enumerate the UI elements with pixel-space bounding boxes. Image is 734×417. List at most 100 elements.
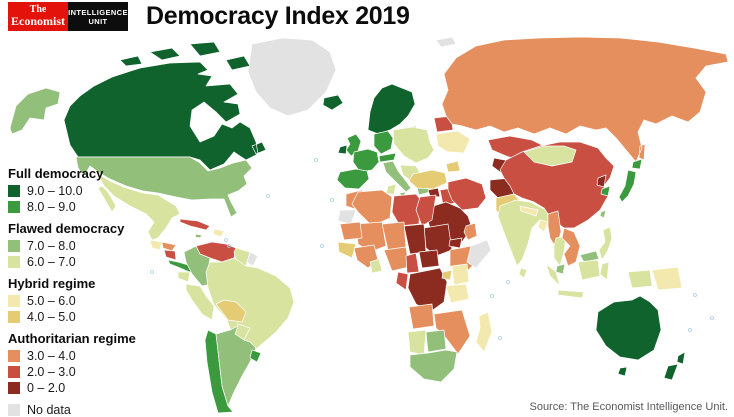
region-eritrea	[448, 237, 463, 249]
source-note: Source: The Economist Intelligence Unit.	[529, 401, 728, 413]
region-senegal-guinea	[337, 241, 357, 259]
region-switzerland-austria	[378, 152, 397, 163]
region-central-europe	[392, 126, 435, 164]
legend-swatch-3_4	[8, 349, 20, 362]
legend-item-9_10: 9.0 – 10.0	[8, 183, 148, 198]
region-nepal-bhutan	[519, 205, 539, 217]
region-drc	[407, 267, 448, 313]
region-iberia	[336, 168, 370, 190]
region-congo-gabon	[395, 271, 409, 291]
region-philippines	[598, 226, 613, 261]
region-cuba	[179, 218, 211, 231]
page-title: Democracy Index 2019	[146, 2, 410, 30]
region-caucasus	[445, 160, 461, 173]
legend-swatch-4_5	[8, 310, 20, 323]
legend-swatch-8_9	[8, 200, 20, 213]
intelligence-unit-line2: UNIT	[88, 16, 108, 26]
legend-range-3_4: 3.0 – 4.0	[27, 348, 76, 363]
region-jamaica	[194, 233, 203, 239]
legend-range-7_8: 7.0 – 8.0	[27, 238, 76, 253]
region-taiwan	[599, 209, 607, 219]
brand-logos: The Economist INTELLIGENCE UNIT	[8, 2, 128, 31]
legend-range-6_7: 6.0 – 7.0	[27, 254, 76, 269]
legend-item-3_4: 3.0 – 4.0	[8, 348, 148, 363]
legend-range-2_3: 2.0 – 3.0	[27, 364, 76, 379]
region-alaska	[9, 87, 61, 135]
region-mongolia	[523, 145, 577, 167]
region-ukraine	[435, 130, 471, 154]
region-scandinavia	[367, 83, 416, 135]
legend-swatch-7_8	[8, 239, 20, 252]
region-new-zealand	[663, 351, 686, 381]
region-belarus	[433, 115, 454, 133]
region-bangladesh	[537, 219, 549, 233]
region-ghana	[369, 258, 383, 274]
region-botswana	[425, 329, 447, 353]
legend-range-no_data: No data	[27, 402, 71, 417]
region-kenya	[451, 263, 470, 286]
region-guatemala	[149, 239, 163, 251]
region-ecuador	[177, 271, 191, 283]
legend: Full democracy 9.0 – 10.0 8.0 – 9.0 Flawed …	[8, 166, 148, 417]
region-madagascar	[475, 311, 493, 353]
legend-group-label: Full democracy	[8, 166, 104, 181]
region-sri-lanka	[518, 267, 528, 279]
legend-swatch-2_3	[8, 365, 20, 378]
legend-item-4_5: 4.0 – 5.0	[8, 309, 148, 324]
legend-swatch-9_10	[8, 184, 20, 197]
region-indochina	[561, 227, 581, 267]
legend-item-0_2: 0 – 2.0	[8, 380, 148, 395]
legend-group-label: Authoritarian regime	[8, 331, 136, 346]
region-zambia-zimbabwe-mozambique	[433, 309, 471, 355]
region-cameroon	[405, 252, 420, 274]
region-turkey	[408, 169, 448, 190]
region-iceland	[322, 94, 344, 111]
region-peru	[185, 283, 215, 321]
intelligence-unit-logo: INTELLIGENCE UNIT	[68, 2, 128, 31]
small-islands	[150, 158, 714, 340]
legend-item-6_7: 6.0 – 7.0	[8, 254, 148, 269]
region-brazil	[205, 257, 295, 355]
region-hispaniola	[212, 228, 225, 238]
economist-logo: The Economist	[8, 2, 68, 31]
legend-group-label: Flawed democracy	[8, 221, 125, 236]
region-nigeria	[383, 246, 410, 272]
legend-swatch-no_data	[8, 403, 20, 416]
legend-item-2_3: 2.0 – 3.0	[8, 364, 148, 379]
region-indonesia	[545, 259, 653, 299]
legend-swatch-6_7	[8, 255, 20, 268]
region-tanzania	[445, 283, 470, 304]
region-india	[497, 199, 553, 267]
region-south-africa	[409, 349, 458, 383]
legend-item-no_data: No data	[8, 402, 148, 417]
region-egypt	[415, 194, 437, 227]
legend-item-8_9: 8.0 – 9.0	[8, 199, 148, 214]
region-oman-uae	[463, 222, 478, 241]
legend-range-0_2: 0 – 2.0	[27, 380, 66, 395]
region-china	[499, 141, 615, 229]
region-bolivia	[215, 299, 247, 323]
region-honduras	[161, 241, 177, 252]
region-japan	[618, 158, 643, 203]
region-tunisia	[385, 183, 397, 196]
legend-range-9_10: 9.0 – 10.0	[27, 183, 83, 198]
region-germany-benelux	[373, 130, 394, 155]
region-italy	[382, 160, 412, 198]
legend-swatch-5_6	[8, 294, 20, 307]
region-svalbard	[435, 36, 457, 48]
region-syria	[427, 187, 441, 198]
legend-range-5_6: 5.0 – 6.0	[27, 293, 76, 308]
economist-logo-line2: Economist	[11, 14, 65, 28]
region-angola	[408, 303, 435, 330]
region-mexico	[97, 173, 181, 241]
region-french-guiana	[246, 251, 259, 267]
region-usa	[75, 156, 253, 218]
region-algeria	[351, 189, 393, 227]
region-papua-new-guinea	[651, 266, 683, 291]
region-australia	[595, 295, 662, 377]
legend-group-label: Hybrid regime	[8, 276, 96, 291]
region-somalia	[466, 239, 492, 269]
intelligence-unit-line1: INTELLIGENCE	[68, 7, 128, 17]
